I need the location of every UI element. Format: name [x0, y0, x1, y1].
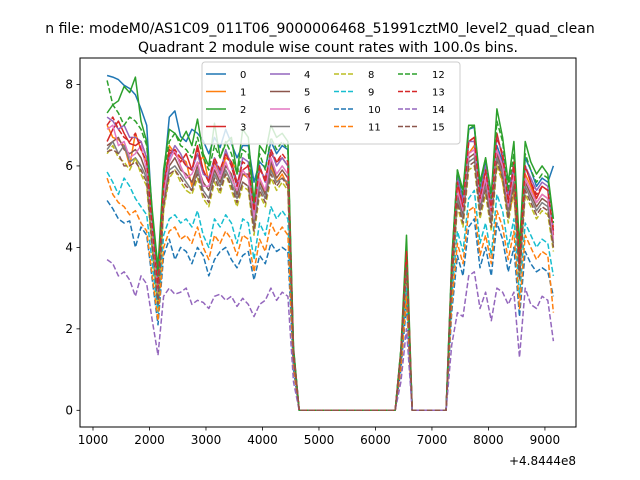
legend-label-5: 5 — [304, 88, 310, 99]
legend-label-10: 10 — [368, 105, 381, 116]
legend-label-3: 3 — [240, 123, 246, 134]
legend-box — [201, 61, 461, 145]
legend-label-12: 12 — [432, 70, 445, 81]
series-line-13 — [106, 116, 555, 412]
legend-label-7: 7 — [304, 123, 310, 134]
legend-label-9: 9 — [368, 88, 374, 99]
series-line-11 — [106, 177, 555, 412]
x-axis: 1000 2000 3000 4000 5000 6000 7000 8000 9000 — [78, 427, 560, 447]
x-tick-label: 8000 — [473, 433, 504, 447]
chart-title: Quadrant 2 module wise count rates with … — [138, 40, 518, 56]
legend-label-0: 0 — [240, 70, 246, 81]
y-tick-label: 2 — [65, 322, 73, 336]
x-tick-label: 6000 — [360, 433, 391, 447]
y-axis: 0 2 4 6 8 — [65, 77, 80, 417]
x-tick-label: 1000 — [78, 433, 109, 447]
legend-label-2: 2 — [240, 105, 246, 116]
legend-label-8: 8 — [368, 70, 374, 81]
x-tick-label: 4000 — [247, 433, 278, 447]
legend-label-6: 6 — [304, 105, 310, 116]
x-tick-label: 7000 — [417, 433, 448, 447]
series-line-15 — [106, 148, 555, 412]
x-tick-label: 5000 — [304, 433, 335, 447]
legend-label-4: 4 — [304, 70, 310, 81]
series-lines — [106, 74, 555, 412]
x-tick-label: 2000 — [134, 433, 165, 447]
y-tick-label: 4 — [65, 240, 73, 254]
legend-label-15: 15 — [432, 123, 445, 134]
series-line-14 — [106, 258, 555, 412]
x-axis-offset-label: +4.8444e8 — [509, 454, 576, 468]
figure-suptitle: n file: modeM0/AS1C09_011T06_9000006468_… — [45, 21, 594, 37]
x-tick-label: 9000 — [530, 433, 561, 447]
legend-label-1: 1 — [240, 88, 246, 99]
legend-label-11: 11 — [368, 123, 381, 134]
axes-frame — [79, 57, 577, 428]
y-tick-label: 0 — [65, 403, 73, 417]
y-tick-label: 6 — [65, 159, 73, 173]
legend-label-13: 13 — [432, 88, 445, 99]
legend-label-14: 14 — [432, 105, 445, 116]
x-tick-label: 3000 — [191, 433, 222, 447]
y-tick-label: 8 — [65, 77, 73, 91]
plot-area — [79, 57, 577, 428]
